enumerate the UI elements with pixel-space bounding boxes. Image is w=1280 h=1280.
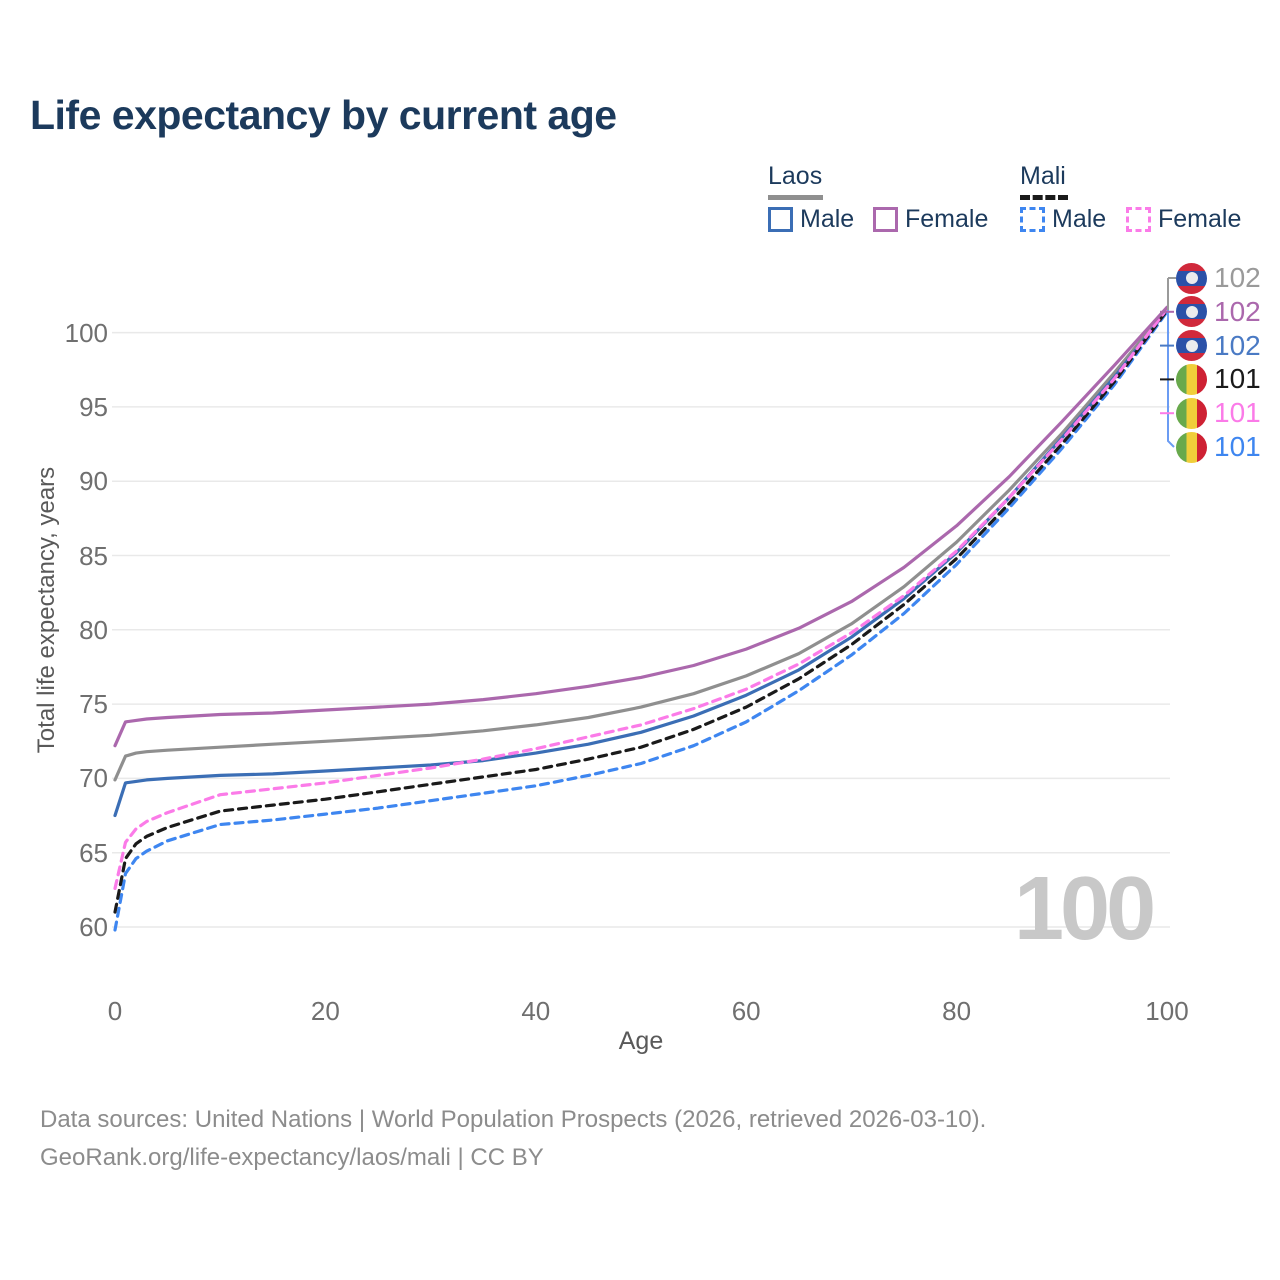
legend-laos-line-swatch: [768, 195, 823, 200]
legend-laos-female-swatch[interactable]: [873, 207, 898, 232]
x-tick-label: 20: [310, 996, 340, 1026]
series-line-mali_female[interactable]: [113, 307, 1169, 891]
mali-flag-icon: [1176, 363, 1207, 395]
end-label-row: 102: [1176, 296, 1261, 328]
footer-sources: Data sources: United Nations | World Pop…: [40, 1106, 987, 1133]
end-label-value: 102: [1214, 295, 1261, 327]
series-line-laos_total[interactable]: [113, 307, 1169, 782]
legend-mali-male-swatch[interactable]: [1020, 207, 1045, 232]
x-axis-title: Age: [618, 1027, 664, 1055]
y-tick-label: 70: [79, 763, 108, 794]
leader-line: [1167, 310, 1175, 448]
legend-mali-female-label[interactable]: Female: [1158, 205, 1242, 233]
series-line-mali_male[interactable]: [113, 310, 1169, 932]
laos-flag-icon: [1176, 262, 1207, 294]
end-label-row: 101: [1176, 431, 1261, 463]
end-label-row: 102: [1176, 262, 1261, 294]
x-tick-label: 40: [521, 996, 551, 1026]
end-label-value: 102: [1214, 329, 1261, 361]
page-title: Life expectancy by current age: [30, 92, 617, 138]
legend-group-laos-label: Laos: [768, 162, 823, 190]
footer-attribution-link[interactable]: GeoRank.org/life-expectancy/laos/mali | …: [40, 1144, 544, 1171]
x-tick-label: 0: [107, 996, 123, 1026]
legend-group-mali-label: Mali: [1020, 162, 1066, 190]
legend-laos-male-label[interactable]: Male: [800, 205, 855, 233]
laos-flag-dot: [1185, 339, 1198, 352]
y-tick-label: 65: [79, 837, 108, 868]
y-tick-label: 95: [79, 391, 108, 422]
series-line-mali_total[interactable]: [113, 308, 1169, 914]
mali-flag-icon: [1176, 397, 1207, 429]
end-label-value: 102: [1214, 262, 1261, 293]
laos-flag-icon: [1176, 330, 1207, 362]
legend-laos-male-swatch[interactable]: [768, 207, 793, 232]
series-line-laos_male[interactable]: [113, 308, 1169, 818]
legend-mali-line-swatch: [1020, 195, 1068, 200]
x-tick-label: 60: [731, 996, 761, 1026]
end-label-value: 101: [1214, 431, 1261, 462]
laos-flag-dot: [1185, 305, 1198, 318]
laos-flag-dot: [1185, 272, 1198, 284]
mali-flag-icon: [1176, 431, 1207, 463]
y-tick-label: 75: [79, 689, 108, 720]
end-label-row: 101: [1176, 397, 1261, 429]
x-tick-label: 100: [1145, 996, 1189, 1026]
y-tick-label: 90: [79, 466, 108, 497]
legend-laos-female-label[interactable]: Female: [905, 205, 989, 233]
legend-mali-female-swatch[interactable]: [1126, 207, 1151, 232]
age-counter-watermark: 100: [1014, 859, 1156, 959]
end-label-value: 101: [1214, 363, 1261, 395]
legend-mali-male-label[interactable]: Male: [1052, 205, 1107, 233]
laos-flag-icon: [1176, 296, 1207, 328]
y-tick-label: 85: [79, 540, 108, 571]
series-line-laos_female[interactable]: [113, 305, 1169, 748]
end-label-value: 101: [1214, 397, 1261, 429]
end-label-row: 102: [1176, 330, 1261, 362]
x-tick-label: 80: [942, 996, 972, 1026]
y-tick-label: 100: [64, 317, 108, 348]
y-tick-label: 60: [79, 912, 108, 942]
y-tick-label: 80: [79, 614, 108, 645]
end-label-row: 101: [1176, 363, 1261, 395]
y-axis-title: Total life expectancy, years: [33, 466, 60, 754]
